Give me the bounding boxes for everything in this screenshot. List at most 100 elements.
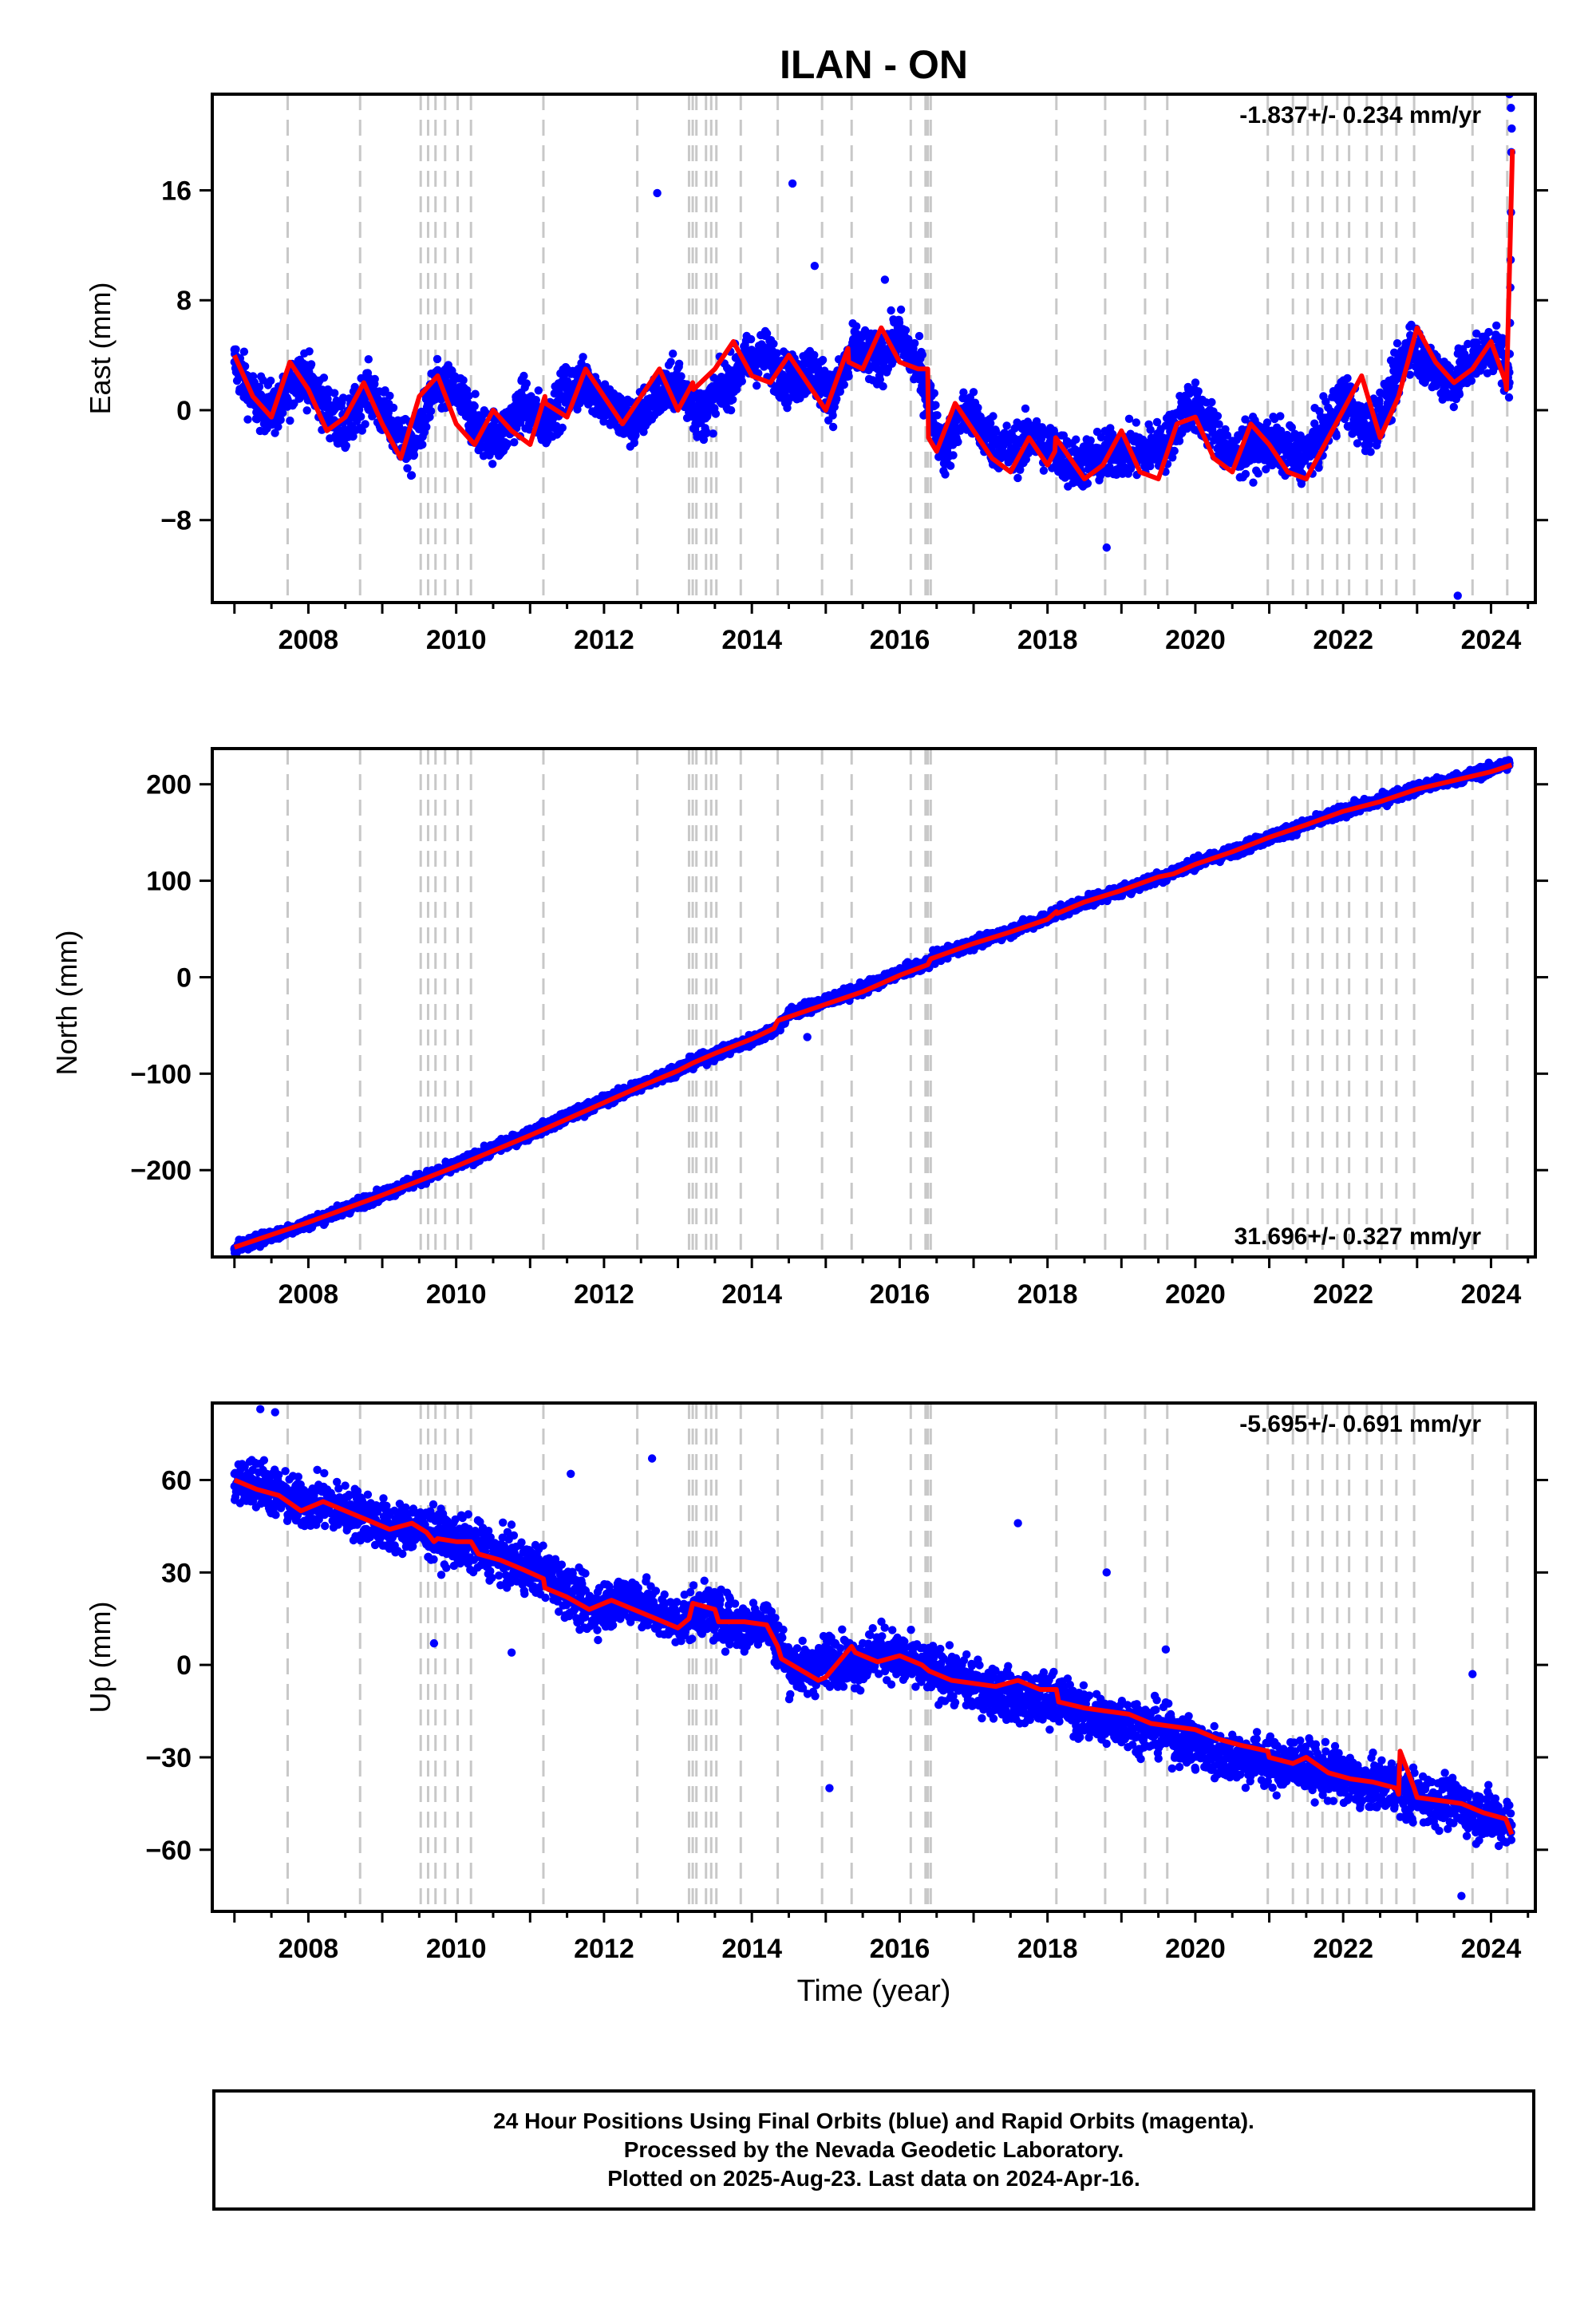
data-point: [349, 432, 358, 441]
data-point: [630, 438, 638, 448]
data-point: [255, 382, 264, 391]
data-point: [674, 378, 682, 387]
plot-frame: [211, 93, 1537, 604]
data-point: [1241, 415, 1250, 424]
data-point: [918, 371, 926, 381]
data-point: [407, 447, 417, 456]
data-point: [651, 392, 660, 401]
data-point: [753, 381, 761, 390]
y-tick-label: 16: [161, 176, 192, 207]
data-point: [1405, 370, 1415, 379]
data-point: [357, 412, 365, 421]
data-point: [852, 322, 861, 331]
data-point: [1083, 479, 1092, 488]
data-point: [361, 420, 369, 429]
data-point: [1191, 378, 1200, 387]
data-point: [1213, 412, 1223, 421]
data-point: [459, 376, 468, 385]
data-point: [887, 306, 895, 315]
data-point: [807, 365, 816, 373]
data-point: [629, 419, 638, 429]
data-point: [1504, 393, 1514, 402]
data-point: [385, 419, 394, 429]
data-point: [1206, 419, 1215, 429]
x-tick-label: 2018: [1017, 625, 1078, 655]
data-point: [946, 461, 955, 470]
data-point: [1072, 435, 1080, 444]
data-point: [518, 399, 527, 408]
data-point: [1343, 373, 1352, 383]
data-point: [1223, 431, 1232, 440]
data-point: [844, 372, 853, 381]
panel-1: 2008 2010 2012 2014 2016 2018 2020 2022 2024−808…: [84, 93, 1548, 655]
data-point: [1146, 425, 1155, 434]
data-point: [1294, 454, 1303, 463]
data-point: [962, 405, 970, 415]
data-point: [1375, 396, 1384, 405]
data-point: [1507, 124, 1516, 133]
data-point: [1272, 440, 1282, 449]
data-point: [1393, 339, 1402, 348]
data-points: [230, 756, 1514, 1257]
data-point: [1467, 376, 1476, 385]
data-point: [1332, 432, 1341, 441]
data-point: [666, 358, 675, 366]
data-point: [385, 391, 394, 401]
data-point: [810, 350, 819, 360]
data-point: [828, 411, 837, 420]
data-point: [677, 372, 685, 381]
data-point: [1095, 454, 1104, 463]
data-point: [522, 379, 531, 388]
data-point: [464, 391, 473, 401]
data-point: [769, 339, 778, 348]
trend-line: [232, 148, 1515, 482]
data-point: [895, 330, 904, 339]
data-point: [330, 389, 339, 397]
data-point: [1002, 421, 1011, 430]
x-tick-label: 2014: [721, 625, 782, 655]
data-point: [370, 374, 379, 384]
data-point: [702, 429, 711, 438]
data-point: [1353, 439, 1362, 448]
data-point: [711, 409, 721, 418]
data-point: [911, 338, 919, 348]
data-point: [879, 381, 887, 391]
data-point: [930, 389, 939, 397]
data-point: [1006, 447, 1015, 456]
data-point: [302, 406, 311, 415]
data-point: [429, 385, 439, 394]
offset-lines: [286, 94, 1509, 603]
data-point: [319, 373, 329, 382]
data-point: [949, 451, 958, 460]
data-point: [784, 378, 793, 387]
data-point: [726, 405, 736, 415]
data-point: [1338, 392, 1348, 401]
data-point: [286, 416, 294, 425]
data-point: [1170, 446, 1179, 456]
data-point: [274, 422, 282, 431]
data-point: [1105, 462, 1114, 472]
data-point: [1124, 414, 1134, 423]
data-point: [510, 438, 519, 447]
data-point: [851, 344, 860, 353]
data-point: [696, 413, 705, 421]
data-point: [1016, 465, 1025, 474]
data-point: [488, 460, 497, 468]
data-point: [306, 360, 316, 369]
data-point: [267, 376, 275, 385]
data-point: [1314, 463, 1323, 472]
data-point: [318, 399, 328, 408]
data-point: [540, 419, 550, 429]
x-tick-label: 2022: [1313, 625, 1373, 655]
data-point: [818, 355, 828, 365]
data-point: [1428, 365, 1436, 373]
data-point: [639, 428, 648, 437]
data-point: [839, 380, 849, 389]
data-point: [1096, 433, 1106, 442]
data-point: [418, 440, 427, 449]
data-point: [895, 318, 904, 327]
x-tick-label: 2020: [1165, 625, 1226, 655]
data-point: [1254, 469, 1262, 478]
data-point: [1168, 453, 1177, 462]
data-point: [762, 350, 771, 360]
